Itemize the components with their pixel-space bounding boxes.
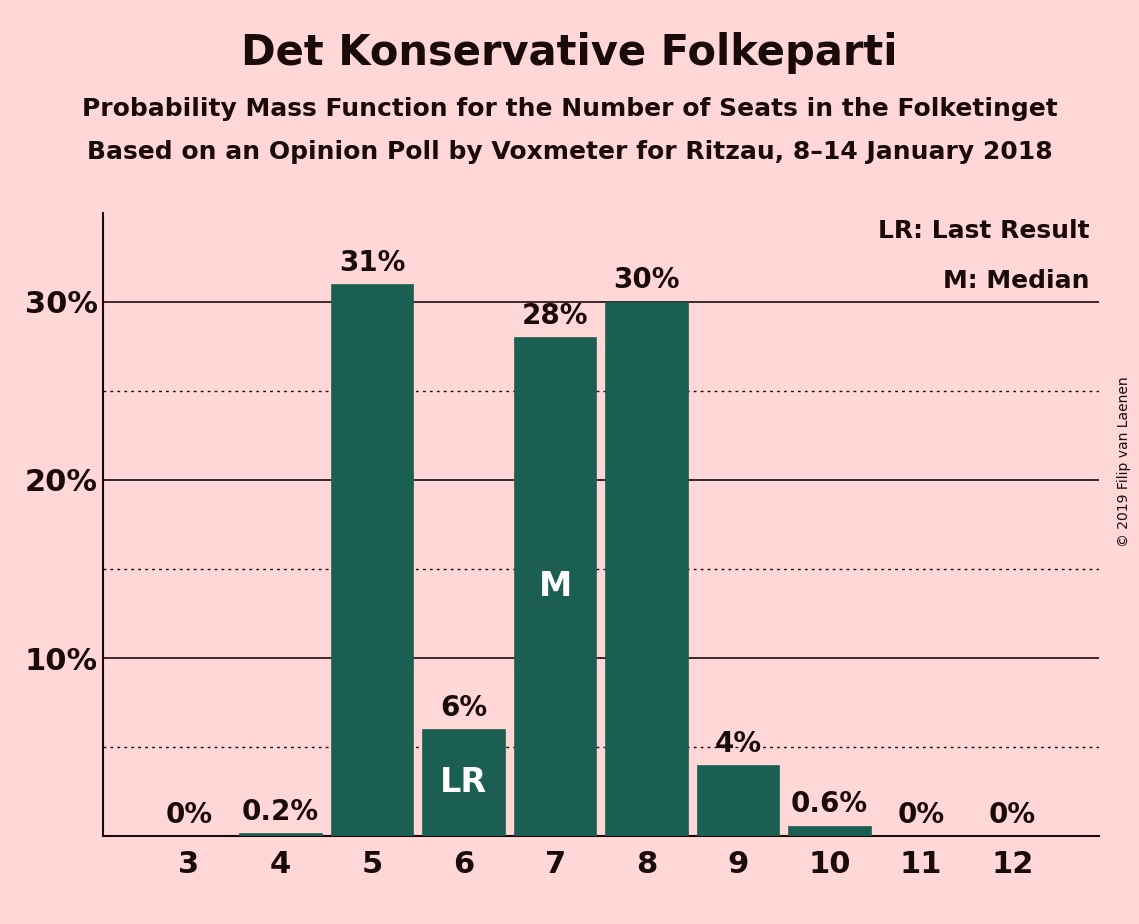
Text: Based on an Opinion Poll by Voxmeter for Ritzau, 8–14 January 2018: Based on an Opinion Poll by Voxmeter for…: [87, 140, 1052, 164]
Text: Det Konservative Folkeparti: Det Konservative Folkeparti: [241, 32, 898, 74]
Text: LR: LR: [440, 766, 487, 799]
Text: 0%: 0%: [165, 801, 213, 829]
Text: M: M: [539, 570, 572, 603]
Text: © 2019 Filip van Laenen: © 2019 Filip van Laenen: [1117, 377, 1131, 547]
Text: 4%: 4%: [714, 730, 762, 758]
Text: 0.2%: 0.2%: [241, 797, 319, 825]
Bar: [697, 765, 779, 836]
Text: M: Median: M: Median: [943, 269, 1089, 293]
Text: Probability Mass Function for the Number of Seats in the Folketinget: Probability Mass Function for the Number…: [82, 97, 1057, 121]
Text: 0%: 0%: [989, 801, 1036, 829]
Text: 6%: 6%: [440, 694, 487, 723]
Text: 0.6%: 0.6%: [792, 790, 868, 819]
Bar: [788, 825, 871, 836]
Bar: [514, 337, 596, 836]
Bar: [606, 301, 688, 836]
Bar: [330, 284, 413, 836]
Text: 0%: 0%: [898, 801, 944, 829]
Text: 28%: 28%: [522, 302, 589, 330]
Text: 30%: 30%: [613, 266, 680, 295]
Bar: [239, 833, 321, 836]
Text: LR: Last Result: LR: Last Result: [877, 219, 1089, 243]
Text: 31%: 31%: [338, 249, 405, 276]
Bar: [423, 729, 505, 836]
